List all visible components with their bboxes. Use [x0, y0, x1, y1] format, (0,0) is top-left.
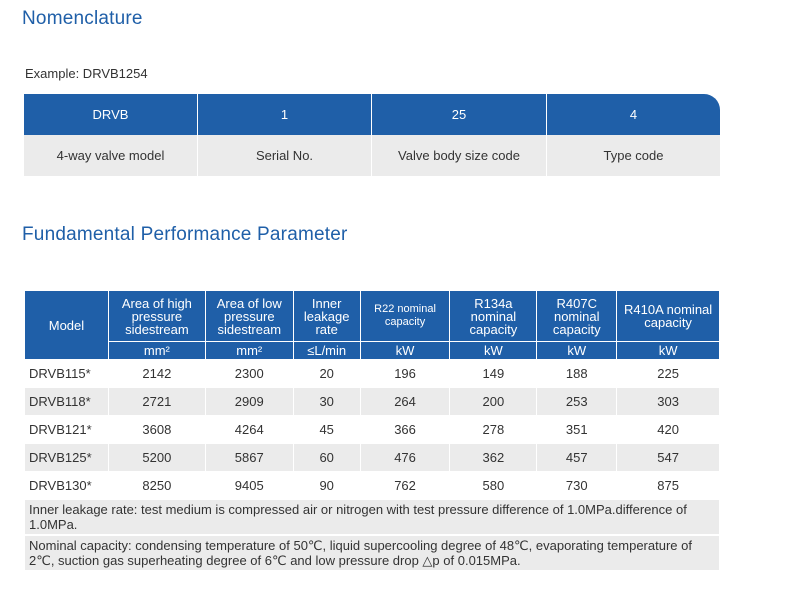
value-cell: 762	[359, 471, 451, 500]
value-cell: 2721	[107, 387, 206, 416]
value-cell: 476	[359, 443, 451, 472]
value-cell: 278	[449, 415, 538, 444]
value-cell: 90	[292, 471, 361, 500]
table-row: DRVB125* 5200 5867 60 476 362 457 547	[24, 443, 720, 472]
value-cell: 188	[536, 359, 618, 388]
unit-header: ≤L/min	[292, 341, 361, 360]
column-header: R134a nominal capacity	[449, 290, 538, 342]
nomenclature-label-cell: 4-way valve model	[24, 135, 198, 176]
value-cell: 875	[616, 471, 720, 500]
column-header: R410A nominal capacity	[616, 290, 720, 342]
table-row: DRVB118* 2721 2909 30 264 200 253 303	[24, 387, 720, 416]
nomenclature-title: Nomenclature	[22, 8, 143, 29]
performance-table: Model Area of high pressure sidestream A…	[24, 290, 720, 571]
model-cell: DRVB125*	[24, 443, 109, 472]
nomenclature-header-cell: 1	[198, 94, 372, 135]
value-cell: 196	[359, 359, 451, 388]
value-cell: 351	[536, 415, 618, 444]
value-cell: 547	[616, 443, 720, 472]
value-cell: 45	[292, 415, 361, 444]
model-cell: DRVB130*	[24, 471, 109, 500]
unit-header: kW	[359, 341, 451, 360]
nomenclature-label-cell: Valve body size code	[372, 135, 547, 176]
value-cell: 253	[536, 387, 618, 416]
nomenclature-header-cell: 25	[372, 94, 547, 135]
value-cell: 457	[536, 443, 618, 472]
nomenclature-header-cell: 4	[629, 107, 638, 122]
value-cell: 5200	[107, 443, 206, 472]
value-cell: 200	[449, 387, 538, 416]
column-header: R22 nominal capacity	[359, 290, 451, 342]
value-cell: 30	[292, 387, 361, 416]
unit-header: kW	[616, 341, 720, 360]
value-cell: 420	[616, 415, 720, 444]
nomenclature-label-cell: Serial No.	[198, 135, 372, 176]
column-header: R407C nominal capacity	[536, 290, 618, 342]
value-cell: 5867	[204, 443, 294, 472]
column-header: Area of low pressure sidestream	[204, 290, 294, 342]
model-cell: DRVB115*	[24, 359, 109, 388]
value-cell: 580	[449, 471, 538, 500]
nomenclature-label-row: 4-way valve model Serial No. Valve body …	[24, 135, 720, 176]
performance-unit-row: mm² mm² ≤L/min kW kW kW kW	[25, 341, 720, 360]
note-capacity: Nominal capacity: condensing temperature…	[24, 534, 720, 571]
value-cell: 60	[292, 443, 361, 472]
example-text: Example: DRVB1254	[25, 66, 148, 81]
nomenclature-label-cell: Type code	[603, 148, 664, 163]
value-cell: 730	[536, 471, 618, 500]
value-cell: 20	[292, 359, 361, 388]
column-header: Inner leakage rate	[292, 290, 361, 342]
note-leakage: Inner leakage rate: test medium is compr…	[24, 499, 720, 536]
model-cell: DRVB121*	[24, 415, 109, 444]
unit-header: kW	[449, 341, 538, 360]
table-row: DRVB121* 3608 4264 45 366 278 351 420	[24, 415, 720, 444]
value-cell: 4264	[204, 415, 294, 444]
value-cell: 264	[359, 387, 451, 416]
value-cell: 9405	[204, 471, 294, 500]
performance-title: Fundamental Performance Parameter	[22, 224, 348, 245]
nomenclature-header-cell: DRVB	[24, 94, 198, 135]
value-cell: 149	[449, 359, 538, 388]
model-cell: DRVB118*	[24, 387, 109, 416]
value-cell: 225	[616, 359, 720, 388]
value-cell: 366	[359, 415, 451, 444]
table-row: DRVB130* 8250 9405 90 762 580 730 875	[24, 471, 720, 500]
column-header-model: Model	[24, 290, 109, 360]
nomenclature-header-row: DRVB 1 25 4	[24, 94, 720, 135]
value-cell: 3608	[107, 415, 206, 444]
unit-header: mm²	[204, 341, 294, 360]
value-cell: 2300	[204, 359, 294, 388]
table-row: DRVB115* 2142 2300 20 196 149 188 225	[24, 359, 720, 388]
value-cell: 362	[449, 443, 538, 472]
value-cell: 303	[616, 387, 720, 416]
note-row: Nominal capacity: condensing temperature…	[24, 534, 720, 571]
unit-header: kW	[536, 341, 618, 360]
performance-header-row: Model Area of high pressure sidestream A…	[24, 290, 720, 360]
nomenclature-table: DRVB 1 25 4 4-way valve model Serial No.…	[24, 94, 720, 176]
value-cell: 2142	[107, 359, 206, 388]
value-cell: 2909	[204, 387, 294, 416]
value-cell: 8250	[107, 471, 206, 500]
unit-header: mm²	[107, 341, 206, 360]
note-row: Inner leakage rate: test medium is compr…	[24, 499, 720, 536]
column-header: Area of high pressure sidestream	[107, 290, 206, 342]
